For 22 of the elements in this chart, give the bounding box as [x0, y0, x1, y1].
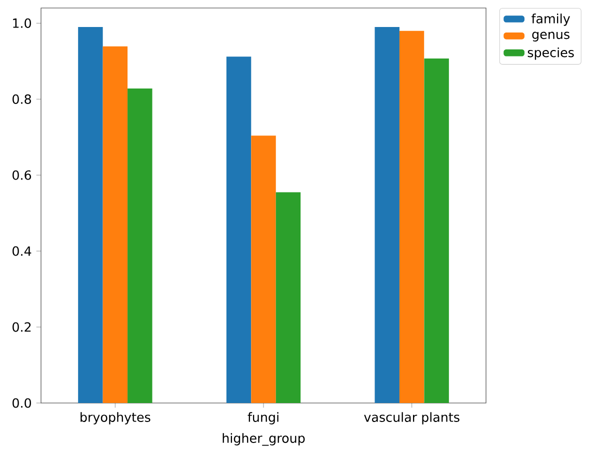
x-tick-label: bryophytes: [80, 412, 150, 424]
bar: [399, 30, 424, 403]
legend-label: family: [532, 14, 570, 26]
legend-label: genus: [532, 32, 570, 42]
bar: [102, 46, 128, 403]
y-tick-label: 0.8: [12, 94, 31, 104]
bar: [78, 26, 103, 403]
bar: [424, 58, 449, 403]
y-tick-label: 0.6: [12, 170, 32, 180]
bar: [276, 192, 301, 403]
x-tick-label: vascular plants: [364, 412, 460, 424]
bar: [128, 88, 152, 403]
y-tick-label: 1.0: [13, 18, 32, 28]
bar: [226, 56, 252, 403]
bar: [374, 26, 400, 403]
y-tick-label: 0.4: [12, 246, 32, 256]
y-tick-label: 0.0: [12, 398, 32, 408]
y-tick-label: 0.2: [12, 322, 31, 332]
legend-label: species: [528, 47, 574, 60]
x-axis-title: higher_group: [222, 433, 305, 446]
x-tick-label: fungi: [248, 412, 278, 424]
bar: [251, 136, 276, 403]
